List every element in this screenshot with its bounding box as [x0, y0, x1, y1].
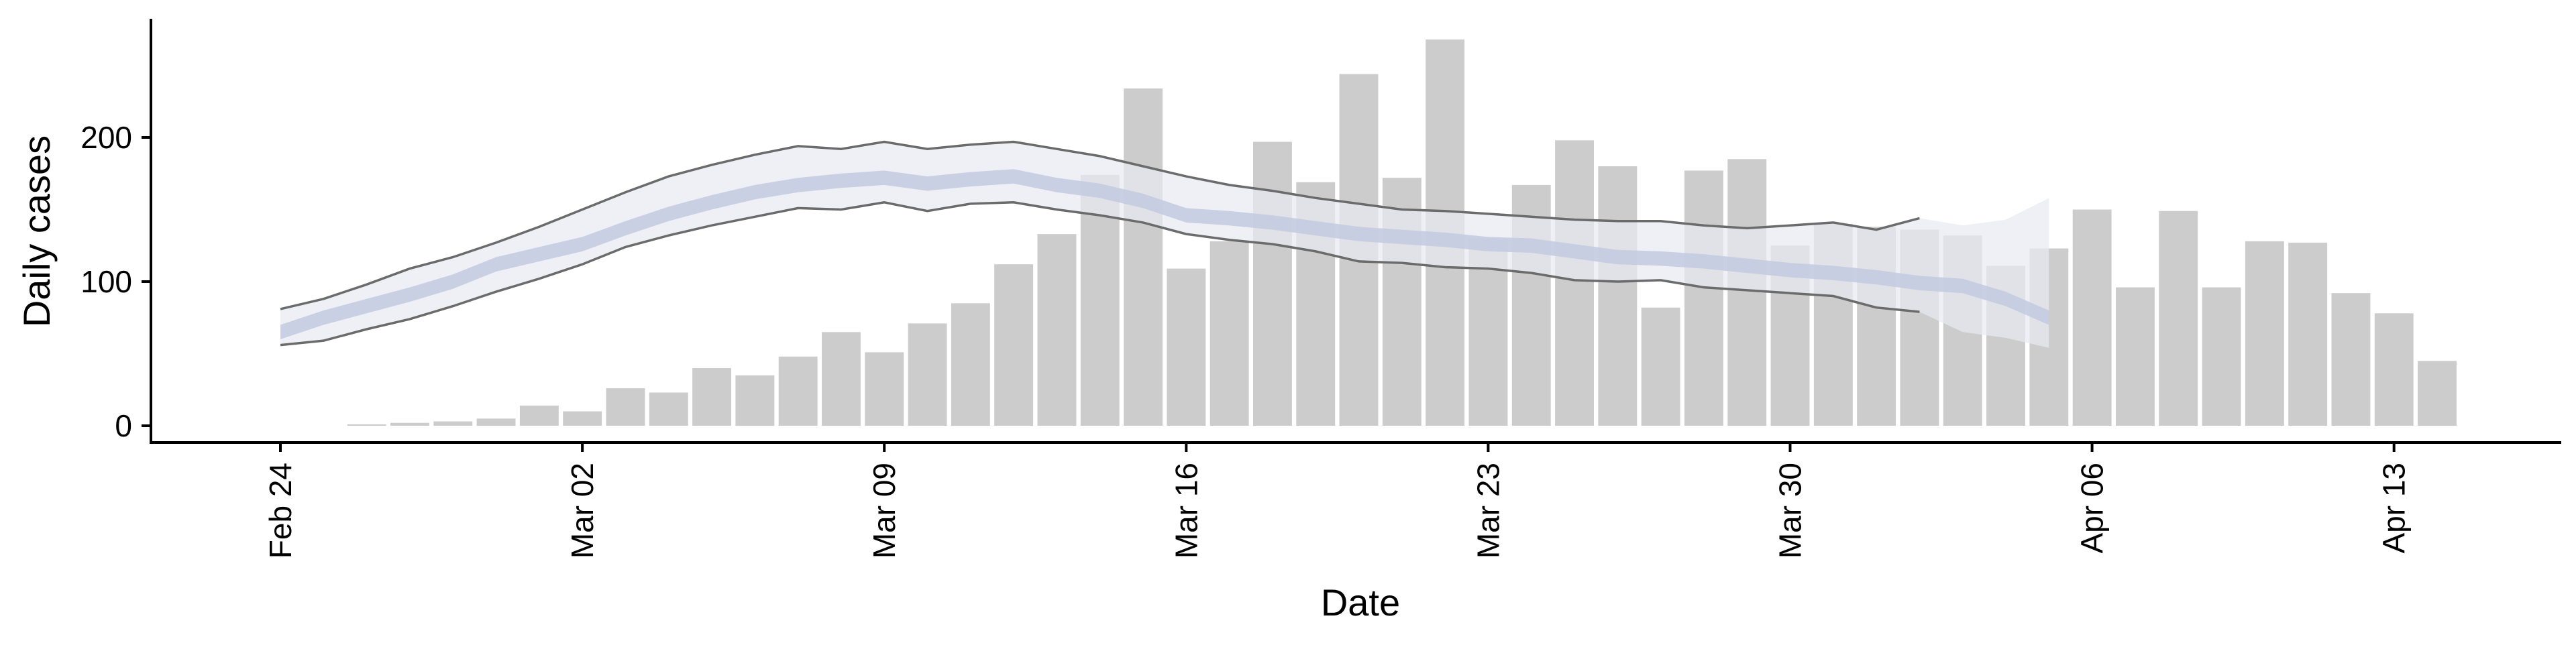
daily-cases-bar: [1727, 159, 1767, 426]
daily-cases-bar: [2331, 293, 2371, 426]
y-ticks: 0 100 200: [80, 120, 151, 443]
daily-cases-bar: [1210, 241, 1249, 426]
daily-cases-bar: [649, 392, 688, 426]
axes: 0 100 200 Feb 24 Mar 02 Mar 09 Mar 16 Mar 23 Ma…: [80, 19, 2561, 558]
daily-cases-bar: [865, 352, 904, 426]
x-tick-label: Apr 06: [2075, 463, 2110, 554]
daily-cases-bar: [2159, 211, 2198, 426]
daily-cases-bar: [692, 368, 731, 426]
daily-cases-bar: [2374, 313, 2414, 426]
lower-bound-line: [280, 201, 1920, 347]
daily-cases-bar: [2245, 241, 2284, 426]
x-tick-label: Mar 30: [1773, 463, 1808, 558]
y-tick-label: 100: [80, 264, 132, 299]
daily-cases-bar: [1641, 307, 1680, 426]
daily-cases-bar: [994, 264, 1034, 426]
x-axis-title: Date: [1321, 581, 1400, 624]
daily-cases-bar: [1684, 170, 1723, 426]
y-tick-label: 200: [80, 120, 132, 155]
x-ticks: Feb 24 Mar 02 Mar 09 Mar 16 Mar 23 Mar 30 Apr …: [263, 443, 2412, 558]
inner-credible-band: [280, 169, 2049, 339]
x-tick-label: Apr 13: [2377, 463, 2412, 554]
x-tick-label: Mar 09: [867, 463, 902, 558]
daily-cases-bar: [519, 405, 559, 426]
daily-cases-bar: [2418, 361, 2457, 426]
estimate-band-layer: [280, 140, 2049, 348]
daily-cases-bar: [433, 421, 473, 426]
x-tick-label: Feb 24: [263, 463, 298, 558]
daily-cases-bar: [1598, 166, 1638, 426]
daily-cases-bar: [2202, 287, 2241, 426]
x-tick-label: Mar 23: [1470, 463, 1505, 558]
daily-cases-bar: [347, 424, 386, 426]
daily-cases-bar: [476, 418, 516, 426]
daily-cases-bar: [2072, 209, 2112, 426]
daily-cases-bar: [2288, 242, 2328, 426]
daily-cases-bar: [778, 356, 818, 426]
x-tick-label: Mar 02: [565, 463, 600, 558]
daily-cases-bar: [606, 388, 645, 426]
daily-cases-bar: [951, 303, 990, 426]
daily-cases-bar: [563, 411, 602, 426]
y-axis-title: Daily cases: [15, 135, 58, 327]
daily-cases-bar: [1124, 88, 1163, 426]
upper-bound-line: [280, 140, 1920, 310]
daily-cases-bar: [822, 332, 861, 426]
x-tick-label: Mar 16: [1169, 463, 1203, 558]
daily-cases-bar: [2116, 287, 2155, 426]
daily-cases-bar: [390, 422, 429, 426]
daily-cases-bar: [908, 323, 947, 426]
daily-cases-bar: [1037, 234, 1077, 426]
daily-cases-bar: [1555, 140, 1594, 426]
daily-cases-bar: [1253, 141, 1292, 426]
daily-cases-bar: [1167, 268, 1206, 426]
y-tick-label: 0: [115, 408, 132, 443]
daily-cases-bar: [735, 375, 775, 426]
